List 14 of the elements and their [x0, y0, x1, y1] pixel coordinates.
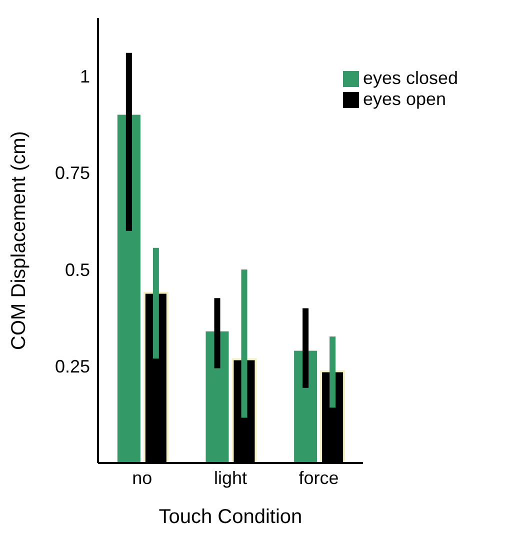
- bar: [294, 350, 318, 463]
- legend-label: eyes open: [362, 89, 446, 109]
- x-tick-label: no: [132, 468, 152, 488]
- x-tick-label: force: [298, 468, 339, 488]
- bar: [117, 114, 140, 463]
- x-tick-label: light: [214, 468, 247, 488]
- legend-label: eyes closed: [362, 68, 458, 88]
- bar: [206, 331, 229, 463]
- x-axis-title: Touch Condition: [158, 506, 302, 528]
- y-tick-label: 0.75: [54, 163, 90, 184]
- y-tick-label: 0.25: [54, 356, 90, 377]
- y-axis-title: COM Displacement (cm): [8, 131, 30, 350]
- y-tick-label: 1: [80, 66, 90, 86]
- y-tick-label: 0.5: [64, 260, 90, 280]
